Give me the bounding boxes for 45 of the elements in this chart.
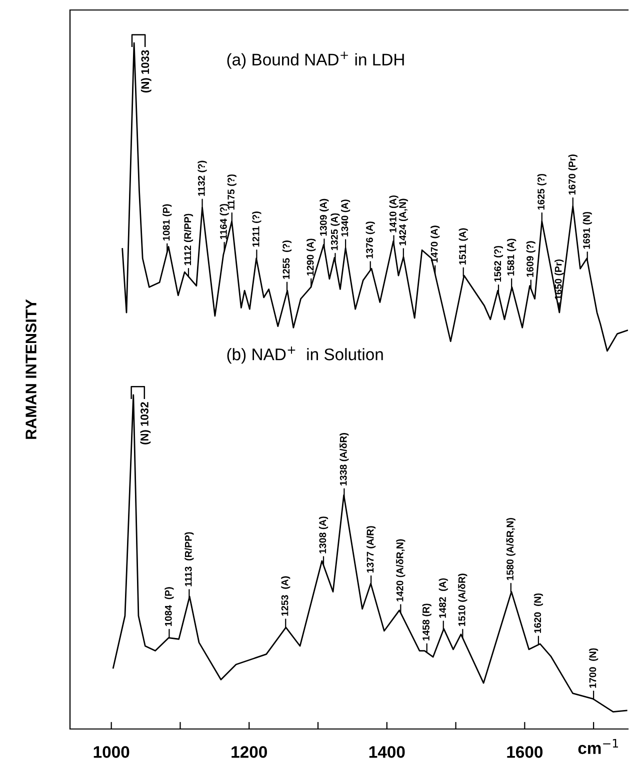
annotation: 1482 (A) xyxy=(438,578,448,618)
annotation: 1290 (A) xyxy=(306,238,316,276)
annotation: (a) Bound NAD$^{+}$ in LDH xyxy=(227,52,404,69)
annotation: 1510 (A/δR) xyxy=(458,574,468,626)
annotation: 1458 (R) xyxy=(422,604,432,640)
annotation: 1255 (?) xyxy=(282,240,292,279)
annotation: 1424 (A,N) xyxy=(398,198,408,246)
y-axis-title: RAMAN INTENSITY xyxy=(26,299,36,439)
annotation: 1132 (?) xyxy=(198,160,207,196)
annotation: 1175 (?) xyxy=(227,174,236,210)
annotation: 1700 (N) xyxy=(589,648,598,688)
annotation: 1581 (A) xyxy=(507,238,516,276)
annotation: 1511 (A) xyxy=(458,228,468,264)
annotation: 1308 (A) xyxy=(318,516,328,554)
annotation: 1112 (R/PP) xyxy=(184,214,194,266)
annotation: (N) 1032 xyxy=(140,402,151,444)
annotation: 1670 (Pr) xyxy=(568,154,578,194)
annotation: 1420 (A/δR,N) xyxy=(396,539,406,602)
annotation: 1113 (R/PP) xyxy=(184,532,194,586)
annotation: 1691 (N) xyxy=(582,212,592,249)
x-tick-label: 1000 xyxy=(94,746,130,758)
annotation: 1325 (A) xyxy=(330,213,340,250)
annotation: 1340 (A) xyxy=(341,200,350,236)
annotation: 1609 (?) xyxy=(526,241,536,277)
x-tick-label: 1600 xyxy=(507,746,543,758)
annotation: 1164 (?) xyxy=(220,204,229,240)
x-tick-label: 1200 xyxy=(232,746,267,758)
annotation: 1620 (N) xyxy=(534,593,543,633)
annotation: (b) NAD$^{+}$ in Solution xyxy=(227,346,383,364)
x-axis-title: cm$^{−1}$ xyxy=(578,739,618,754)
annotation: 1338 (A/δR) xyxy=(340,433,349,486)
x-tick-label: 1400 xyxy=(369,746,405,758)
annotation: 1562 (?) xyxy=(494,246,504,282)
annotation: 1253 (A) xyxy=(281,576,290,616)
annotation: 1625 (?) xyxy=(537,174,546,210)
annotation: 1081 (P) xyxy=(162,204,172,240)
annotation: 1580 (A/δR,N) xyxy=(506,518,516,580)
annotation: 1410 (A) xyxy=(389,195,398,232)
annotation: 1084 (P) xyxy=(164,587,174,626)
annotation: 1470 (A) xyxy=(430,226,440,262)
annotation: 1376 (A) xyxy=(366,222,375,258)
annotation: (N) 1033 xyxy=(140,50,152,92)
annotation: 1377 (A/R) xyxy=(366,526,376,573)
annotation: 1211 (?) xyxy=(252,212,262,247)
annotation: 1309 (A) xyxy=(320,198,329,236)
